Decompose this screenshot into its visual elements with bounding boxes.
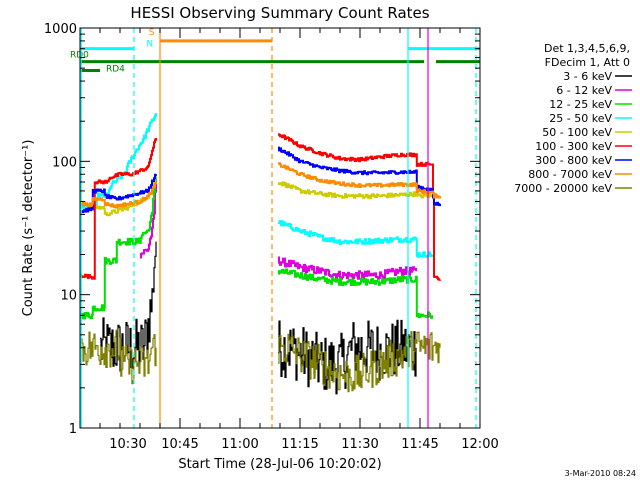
y-tick-label: 1 (69, 422, 77, 437)
legend-label: 800 - 7000 keV (528, 168, 612, 181)
y-axis-label: Count Rate (s⁻¹ detector⁻¹) (21, 140, 36, 317)
series-line-3-part-1 (80, 174, 157, 320)
x-tick-label: 11:45 (401, 437, 438, 452)
series-line-1-part-1 (100, 241, 157, 372)
x-axis: 10:30 10:45 11:00 11:15 11:30 11:45 12:00 (79, 28, 499, 452)
x-tick-label: 11:15 (281, 437, 318, 452)
y-tick-label: 100 (52, 155, 77, 170)
series-line-8-part-2 (278, 162, 441, 199)
legend-label: 12 - 25 keV (549, 98, 612, 111)
legend: Det 1,3,4,5,6,9,FDecim 1, Att 03 - 6 keV… (514, 42, 632, 195)
legend-header-line: FDecim 1, Att 0 (545, 56, 630, 69)
x-tick-label: 12:00 (461, 437, 498, 452)
series-line-2-part-2 (278, 256, 417, 280)
series-line-4-part-1 (80, 113, 157, 212)
y-axis: 1 10 100 1000 (44, 22, 480, 437)
vertical-markers (80, 28, 477, 428)
footer-timestamp: 3-Mar-2010 08:24 (565, 469, 636, 478)
series-line-2-part-1 (140, 174, 157, 259)
x-tick-label: 10:30 (109, 437, 146, 452)
chart-title: HESSI Observing Summary Count Rates (130, 4, 429, 22)
y-tick-label: 10 (60, 289, 77, 304)
x-tick-label: 11:30 (341, 437, 378, 452)
y-tick-label: 1000 (44, 22, 77, 37)
flag-label-s: S (149, 28, 155, 38)
series-line-6-part-2 (278, 133, 441, 281)
legend-label: 300 - 800 keV (535, 154, 612, 167)
legend-label: 6 - 12 keV (556, 84, 612, 97)
series-line-6-part-1 (80, 137, 157, 280)
legend-label: 50 - 100 keV (542, 126, 612, 139)
legend-label: 3 - 6 keV (563, 70, 612, 83)
legend-header-line: Det 1,3,4,5,6,9, (544, 42, 630, 55)
series-line-9-part-2 (278, 331, 441, 393)
series-line-4-part-2 (278, 220, 433, 259)
series-line-8-part-1 (80, 182, 157, 209)
legend-label: 25 - 50 keV (549, 112, 612, 125)
series-line-9-part-1 (80, 329, 157, 385)
series-line-7-part-2 (278, 146, 441, 207)
x-axis-label: Start Time (28-Jul-06 10:20:02) (178, 457, 381, 472)
series-layer (80, 113, 441, 395)
x-tick-label: 11:00 (221, 437, 258, 452)
series-line-1-part-2 (278, 319, 417, 395)
flag-label-n: N (146, 40, 153, 50)
legend-label: 7000 - 20000 keV (514, 182, 612, 195)
x-tick-label: 10:45 (161, 437, 198, 452)
flag-label-rd4: RD4 (106, 65, 125, 75)
legend-label: 100 - 300 keV (535, 140, 612, 153)
series-line-5-part-2 (278, 181, 433, 199)
series-line-3-part-2 (278, 268, 433, 319)
